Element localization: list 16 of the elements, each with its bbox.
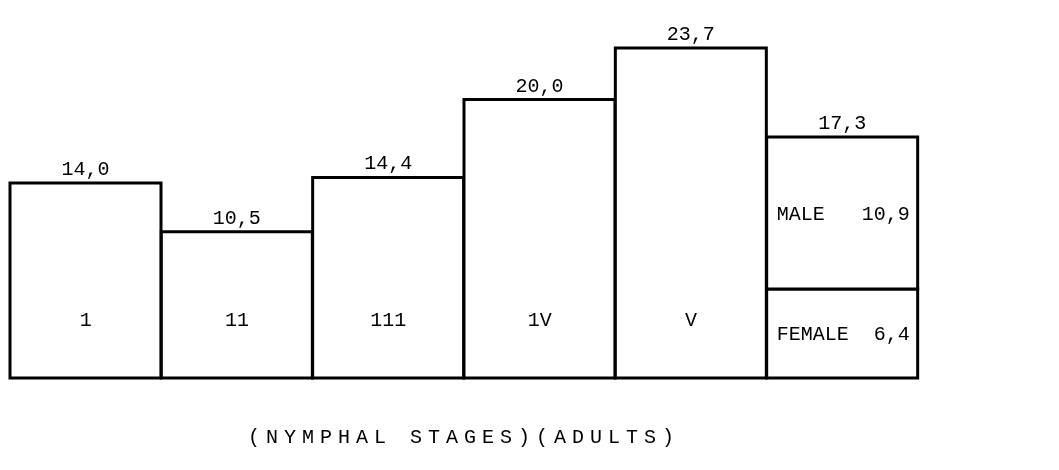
data-label: 6,4: [873, 323, 910, 347]
data-label: 20,0: [515, 74, 564, 98]
data-label: 14,4: [364, 152, 413, 176]
series-label: MALE: [776, 203, 825, 226]
x-axis-title: (NYMPHAL STAGES)(ADULTS): [247, 426, 681, 449]
data-label: 23,7: [666, 23, 715, 46]
x-tick-label: 11: [224, 309, 250, 332]
data-label: 10,5: [212, 206, 261, 230]
data-label: 14,0: [61, 158, 110, 182]
data-label: 10,9: [861, 203, 910, 226]
series-label: FEMALE: [776, 323, 849, 347]
x-tick-label: V: [684, 309, 698, 332]
x-tick-label: 1: [79, 309, 92, 332]
x-tick-label: 111: [370, 309, 407, 332]
total-label: 17,3: [818, 112, 867, 136]
x-tick-label: 1V: [527, 309, 552, 332]
